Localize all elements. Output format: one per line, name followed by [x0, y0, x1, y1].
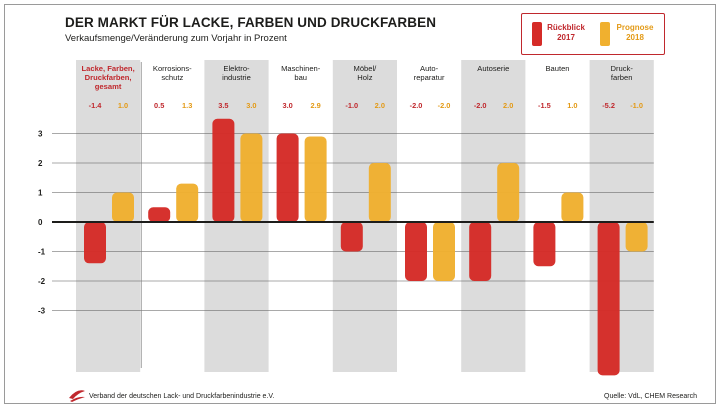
- category-label: Autoserie: [477, 64, 509, 73]
- bar-2017: [212, 118, 235, 222]
- data-label: -1.0: [345, 101, 358, 110]
- footer-organization: Verband der deutschen Lack- und Druckfar…: [89, 393, 275, 400]
- bar-2017: [340, 222, 363, 252]
- legend-2017-line2: 2017: [557, 33, 575, 42]
- category-label: Druckfarben,: [85, 73, 132, 82]
- y-tick-label: -1: [38, 248, 46, 257]
- bar-2018: [561, 192, 584, 222]
- legend-swatch-2017: [532, 22, 542, 46]
- data-label: -5.2: [602, 101, 615, 110]
- data-label: 1.3: [182, 101, 192, 110]
- y-tick-label: 3: [38, 130, 43, 139]
- category-label: Holz: [357, 73, 372, 82]
- bar-2017: [597, 222, 620, 376]
- category-label: Auto-: [420, 64, 439, 73]
- category-label: schutz: [161, 73, 183, 82]
- data-label: 3.5: [218, 101, 228, 110]
- category-label: Bauten: [545, 64, 569, 73]
- y-tick-label: -3: [38, 307, 46, 316]
- category-label: Korrosions-: [153, 64, 192, 73]
- category-label: Druck-: [611, 64, 634, 73]
- chart-subtitle: Verkaufsmenge/Veränderung zum Vorjahr in…: [65, 33, 287, 44]
- legend-swatch-2018: [600, 22, 610, 46]
- bar-2018: [433, 222, 455, 281]
- data-label: -2.0: [410, 101, 423, 110]
- bar-2018: [240, 133, 263, 222]
- y-tick-label: -2: [38, 277, 46, 286]
- bar-2018: [368, 163, 391, 222]
- chart-title: DER MARKT FÜR LACKE, FARBEN UND DRUCKFAR…: [65, 15, 437, 30]
- bar-2017: [276, 133, 299, 222]
- data-label: 1.0: [567, 101, 577, 110]
- y-tick-label: 2: [38, 159, 43, 168]
- footer-source: Quelle: VdL, CHEM Research: [604, 393, 697, 400]
- legend-label-2018: Prognose 2018: [614, 23, 656, 43]
- data-label: 2.9: [310, 101, 320, 110]
- data-label: 0.5: [154, 101, 164, 110]
- bar-2018: [304, 136, 327, 222]
- bar-2018: [625, 222, 648, 252]
- data-label: -1.4: [89, 101, 103, 110]
- category-label: industrie: [222, 73, 251, 82]
- bar-2017: [148, 207, 171, 222]
- data-label: 3.0: [246, 101, 256, 110]
- legend: Rückblick 2017 Prognose 2018: [521, 13, 665, 55]
- data-label: 1.0: [118, 101, 128, 110]
- y-tick-label: 0: [38, 218, 43, 227]
- category-label: farben: [611, 73, 633, 82]
- vdl-logo-icon: [69, 390, 85, 402]
- category-label: Elektro-: [223, 64, 250, 73]
- y-tick-label: 1: [38, 189, 43, 198]
- bar-2018: [112, 192, 134, 222]
- data-label: -2.0: [438, 101, 451, 110]
- bar-2017: [469, 222, 492, 281]
- category-label: Maschinen-: [281, 64, 321, 73]
- data-label: -1.5: [538, 101, 551, 110]
- bar-2018: [497, 163, 520, 222]
- data-label: -2.0: [474, 101, 487, 110]
- data-label: 2.0: [503, 101, 513, 110]
- category-label: bau: [294, 73, 307, 82]
- bar-2017: [405, 222, 427, 281]
- data-label: 2.0: [375, 101, 385, 110]
- bar-2017: [533, 222, 556, 267]
- bar-2018: [176, 183, 199, 222]
- data-label: 3.0: [282, 101, 292, 110]
- legend-2018-line2: 2018: [626, 33, 644, 42]
- category-label: reparatur: [414, 73, 445, 82]
- data-label: -1.0: [630, 101, 643, 110]
- legend-label-2017: Rückblick 2017: [546, 23, 586, 43]
- category-label: gesamt: [95, 82, 122, 91]
- category-label: Möbel/: [354, 64, 378, 73]
- legend-2017-line1: Rückblick: [547, 23, 585, 32]
- category-label: Lacke, Farben,: [82, 64, 135, 73]
- bar-2017: [84, 222, 106, 264]
- legend-2018-line1: Prognose: [616, 23, 654, 32]
